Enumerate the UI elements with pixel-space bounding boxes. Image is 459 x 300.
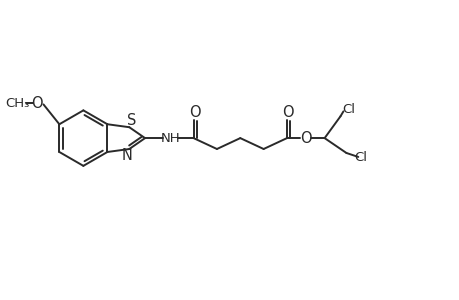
Text: O: O xyxy=(188,105,200,120)
Text: CH₃: CH₃ xyxy=(6,97,30,110)
Text: NH: NH xyxy=(161,132,180,145)
Text: O: O xyxy=(31,96,42,111)
Text: N: N xyxy=(122,148,133,164)
Text: Cl: Cl xyxy=(353,152,366,164)
Text: S: S xyxy=(126,113,136,128)
Text: O: O xyxy=(281,105,293,120)
Text: O: O xyxy=(299,130,311,146)
Text: Cl: Cl xyxy=(341,103,354,116)
